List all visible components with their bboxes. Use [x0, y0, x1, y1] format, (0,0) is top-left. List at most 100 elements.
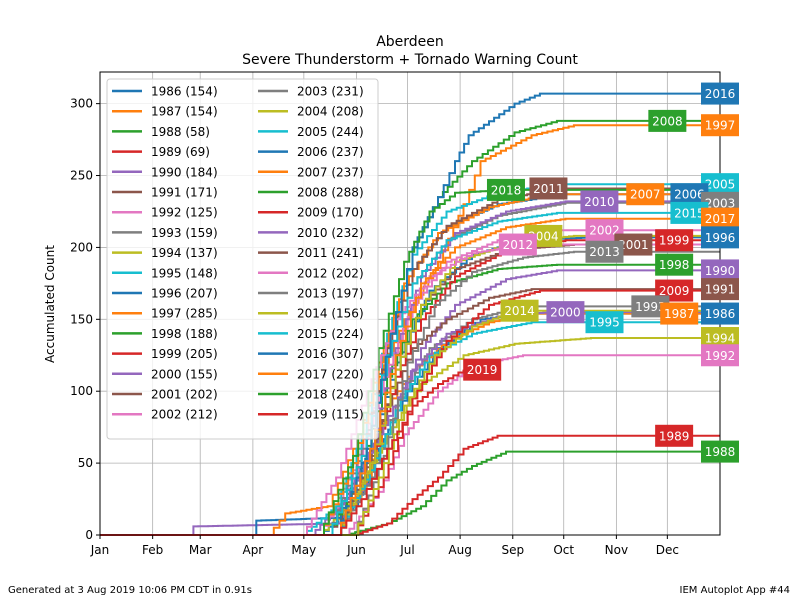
- legend: 1986 (154) 1987 (154) 1988 (58) 1989 (69) 19…: [106, 78, 379, 440]
- legend-label: 1995 (148): [151, 266, 218, 280]
- legend-label: 2012 (202): [297, 266, 364, 280]
- legend-label: 2013 (197): [297, 287, 364, 301]
- annotation-box: [655, 424, 694, 447]
- annotation-label: 2003: [705, 196, 736, 210]
- legend-label: 2014 (156): [297, 307, 364, 321]
- legend-label: 2009 (170): [297, 206, 364, 220]
- annotation-label: 2011: [533, 182, 564, 196]
- annotation-label: 2002: [589, 224, 620, 238]
- y-tick-label: 300: [70, 97, 93, 111]
- legend-label: 1992 (125): [151, 206, 218, 220]
- annotation-box: [701, 82, 739, 105]
- annotation-label: 1996: [705, 231, 736, 245]
- annotation-box: [614, 233, 653, 256]
- annotation-label: 1993: [635, 300, 666, 314]
- annotation-label: 1994: [705, 332, 736, 346]
- annotation-label: 2010: [584, 195, 615, 209]
- legend-label: 1986 (154): [151, 85, 218, 99]
- annotation-box: [529, 177, 568, 200]
- legend-label: 2006 (237): [297, 145, 364, 159]
- legend-box: [106, 78, 379, 440]
- annotation-box: [701, 173, 739, 196]
- annotation-label: 2014: [504, 304, 535, 318]
- annotation-box: [655, 253, 694, 276]
- legend-label: 2004 (208): [297, 105, 364, 119]
- legend-label: 1993 (159): [151, 226, 218, 240]
- legend-label: 2017 (220): [297, 367, 364, 381]
- annotation-box: [701, 302, 739, 325]
- y-tick-label: 100: [70, 384, 93, 398]
- x-tick-label: Jul: [399, 543, 414, 557]
- annotation-box: [498, 233, 537, 256]
- annotation-box: [670, 183, 709, 206]
- footer-generated-text: Generated at 3 Aug 2019 10:06 PM CDT in …: [8, 585, 252, 596]
- annotation-label: 2019: [467, 363, 498, 377]
- legend-label: 1994 (137): [151, 246, 218, 260]
- annotation-label: 2016: [705, 87, 736, 101]
- annotation-box: [701, 440, 739, 463]
- legend-label: 2000 (155): [151, 367, 218, 381]
- chart-subtitle: Severe Thunderstorm + Tornado Warning Co…: [242, 52, 578, 68]
- annotation-label: 1999: [659, 234, 690, 248]
- legend-label: 1999 (205): [151, 347, 218, 361]
- annotation-label: 1988: [705, 445, 736, 459]
- x-tick-label: Jan: [90, 543, 110, 557]
- annotation-label: 1997: [705, 119, 736, 133]
- annotation-label: 2018: [491, 183, 522, 197]
- legend-label: 1988 (58): [151, 125, 210, 139]
- annotation-label: 1998: [659, 258, 690, 272]
- y-tick-label: 50: [78, 456, 93, 470]
- annotation-label: 2017: [705, 212, 736, 226]
- x-tick-label: Nov: [605, 543, 628, 557]
- legend-label: 2002 (212): [151, 408, 218, 422]
- legend-label: 1991 (171): [151, 186, 218, 200]
- annotation-label: 1991: [705, 283, 736, 297]
- annotation-box: [626, 183, 665, 206]
- annotation-box: [701, 207, 739, 230]
- annotation-box: [655, 229, 694, 252]
- annotation-label: 2007: [630, 188, 661, 202]
- legend-label: 2001 (202): [151, 388, 218, 402]
- series-layer: [100, 92, 720, 536]
- x-tick-label: May: [291, 543, 316, 557]
- legend-label: 2019 (115): [297, 408, 364, 422]
- annotation-box: [648, 109, 687, 132]
- x-tick-label: Aug: [448, 543, 471, 557]
- x-tick-label: Sep: [501, 543, 524, 557]
- annotation-label: 2000: [550, 306, 581, 320]
- series-line-1988: [100, 450, 720, 536]
- annotation-box: [670, 201, 709, 224]
- legend-label: 2007 (237): [297, 165, 364, 179]
- legend-label: 2005 (244): [297, 125, 364, 139]
- annotation-label: 1992: [705, 349, 736, 363]
- annotation-box: [660, 302, 699, 325]
- y-tick-label: 0: [85, 528, 93, 542]
- annotation-label: 2008: [652, 114, 683, 128]
- footer-app-label: IEM Autoplot App #44: [679, 585, 790, 596]
- legend-label: 2016 (307): [297, 347, 364, 361]
- legend-label: 1998 (188): [151, 327, 218, 341]
- annotation-box: [585, 219, 624, 242]
- annotation-box: [585, 240, 624, 263]
- annotation-box: [580, 190, 619, 213]
- annotation-label: 2005: [705, 178, 736, 192]
- annotation-label: 2015: [674, 206, 705, 220]
- axis-layer: 0 50 100 150 200 250 300 Jan Feb Mar Apr May Jun Jul A…: [70, 97, 679, 557]
- annotation-label: 1987: [664, 307, 695, 321]
- annotation-label: 2006: [674, 188, 705, 202]
- x-tick-label: Oct: [553, 543, 574, 557]
- annotation-box: [701, 278, 739, 301]
- legend-label: 1996 (207): [151, 287, 218, 301]
- legend-label: 2018 (240): [297, 388, 364, 402]
- annotation-label: 1989: [659, 429, 690, 443]
- x-tick-label: Apr: [242, 543, 263, 557]
- y-axis-label: Accumulated Count: [43, 245, 57, 363]
- annotation-label: 2013: [589, 245, 620, 259]
- legend-label: 1990 (184): [151, 165, 218, 179]
- legend-label: 1997 (285): [151, 307, 218, 321]
- annotation-box: [486, 178, 525, 201]
- y-tick-label: 200: [70, 240, 93, 254]
- x-tick-label: Dec: [656, 543, 679, 557]
